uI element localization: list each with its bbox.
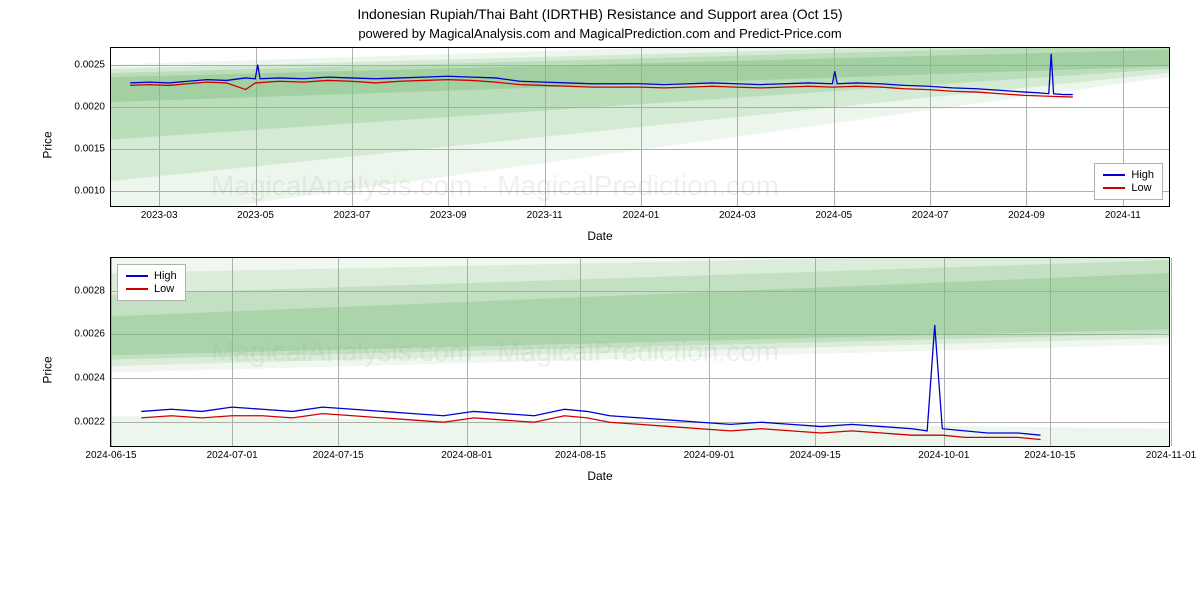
xtick-label: 2024-07 — [912, 206, 949, 221]
ytick-label: 0.0028 — [74, 285, 111, 296]
xtick-label: 2024-08-01 — [441, 446, 492, 461]
xtick-label: 2024-08-15 — [555, 446, 606, 461]
xtick-label: 2024-10-01 — [918, 446, 969, 461]
chart-2-plot-area: 0.00220.00240.00260.0028 2024-06-152024-… — [110, 257, 1170, 447]
legend-row-low: Low — [126, 283, 177, 295]
legend-label-low: Low — [154, 283, 174, 295]
ytick-label: 0.0020 — [74, 101, 111, 112]
chart-2-xlabel: Date — [20, 469, 1180, 483]
xtick-label: 2024-01 — [623, 206, 660, 221]
xtick-label: 2024-11-01 — [1146, 446, 1196, 461]
xtick-label: 2023-05 — [237, 206, 274, 221]
chart-1-legend: High Low — [1094, 163, 1163, 200]
ytick-label: 0.0025 — [74, 59, 111, 70]
chart-1-xlabel: Date — [20, 229, 1180, 243]
chart-2-lines — [111, 258, 1169, 446]
xtick-label: 2024-07-15 — [313, 446, 364, 461]
ytick-label: 0.0022 — [74, 416, 111, 427]
chart-2-ylabel: Price — [41, 356, 55, 383]
ytick-label: 0.0026 — [74, 329, 111, 340]
legend-swatch-low — [1103, 187, 1125, 189]
xtick-label: 2023-11 — [527, 206, 563, 221]
chart-1-plot-area: 0.00100.00150.00200.0025 2023-032023-052… — [110, 47, 1170, 207]
chart-1-ylabel: Price — [41, 131, 55, 158]
xtick-label: 2024-11 — [1105, 206, 1141, 221]
legend-label-high: High — [1131, 169, 1154, 181]
legend-row-low: Low — [1103, 182, 1154, 194]
xtick-label: 2023-09 — [430, 206, 467, 221]
legend-label-low: Low — [1131, 182, 1151, 194]
xtick-label: 2023-03 — [141, 206, 178, 221]
chart-title: Indonesian Rupiah/Thai Baht (IDRTHB) Res… — [0, 6, 1200, 22]
chart-2-wrap: Price 0.00220.00240.00260.0028 2024-06-1… — [20, 257, 1180, 483]
xtick-label: 2024-09-15 — [790, 446, 841, 461]
xtick-label: 2024-05 — [815, 206, 852, 221]
xtick-label: 2024-10-15 — [1024, 446, 1075, 461]
legend-swatch-high — [1103, 174, 1125, 176]
chart-1-wrap: Price 0.00100.00150.00200.0025 2023-0320… — [20, 47, 1180, 243]
grid-line-v — [1171, 258, 1172, 446]
chart-2-legend: High Low — [117, 264, 186, 301]
legend-row-high: High — [126, 270, 177, 282]
ytick-label: 0.0015 — [74, 144, 111, 155]
xtick-label: 2024-09-01 — [684, 446, 735, 461]
xtick-label: 2023-07 — [334, 206, 371, 221]
legend-row-high: High — [1103, 169, 1154, 181]
xtick-label: 2024-07-01 — [207, 446, 258, 461]
xtick-label: 2024-06-15 — [85, 446, 136, 461]
legend-label-high: High — [154, 270, 177, 282]
legend-swatch-high — [126, 275, 148, 277]
legend-swatch-low — [126, 288, 148, 290]
ytick-label: 0.0010 — [74, 186, 111, 197]
ytick-label: 0.0024 — [74, 373, 111, 384]
chart-subtitle: powered by MagicalAnalysis.com and Magic… — [0, 26, 1200, 41]
chart-1-lines — [111, 48, 1169, 206]
xtick-label: 2024-03 — [719, 206, 756, 221]
xtick-label: 2024-09 — [1008, 206, 1045, 221]
